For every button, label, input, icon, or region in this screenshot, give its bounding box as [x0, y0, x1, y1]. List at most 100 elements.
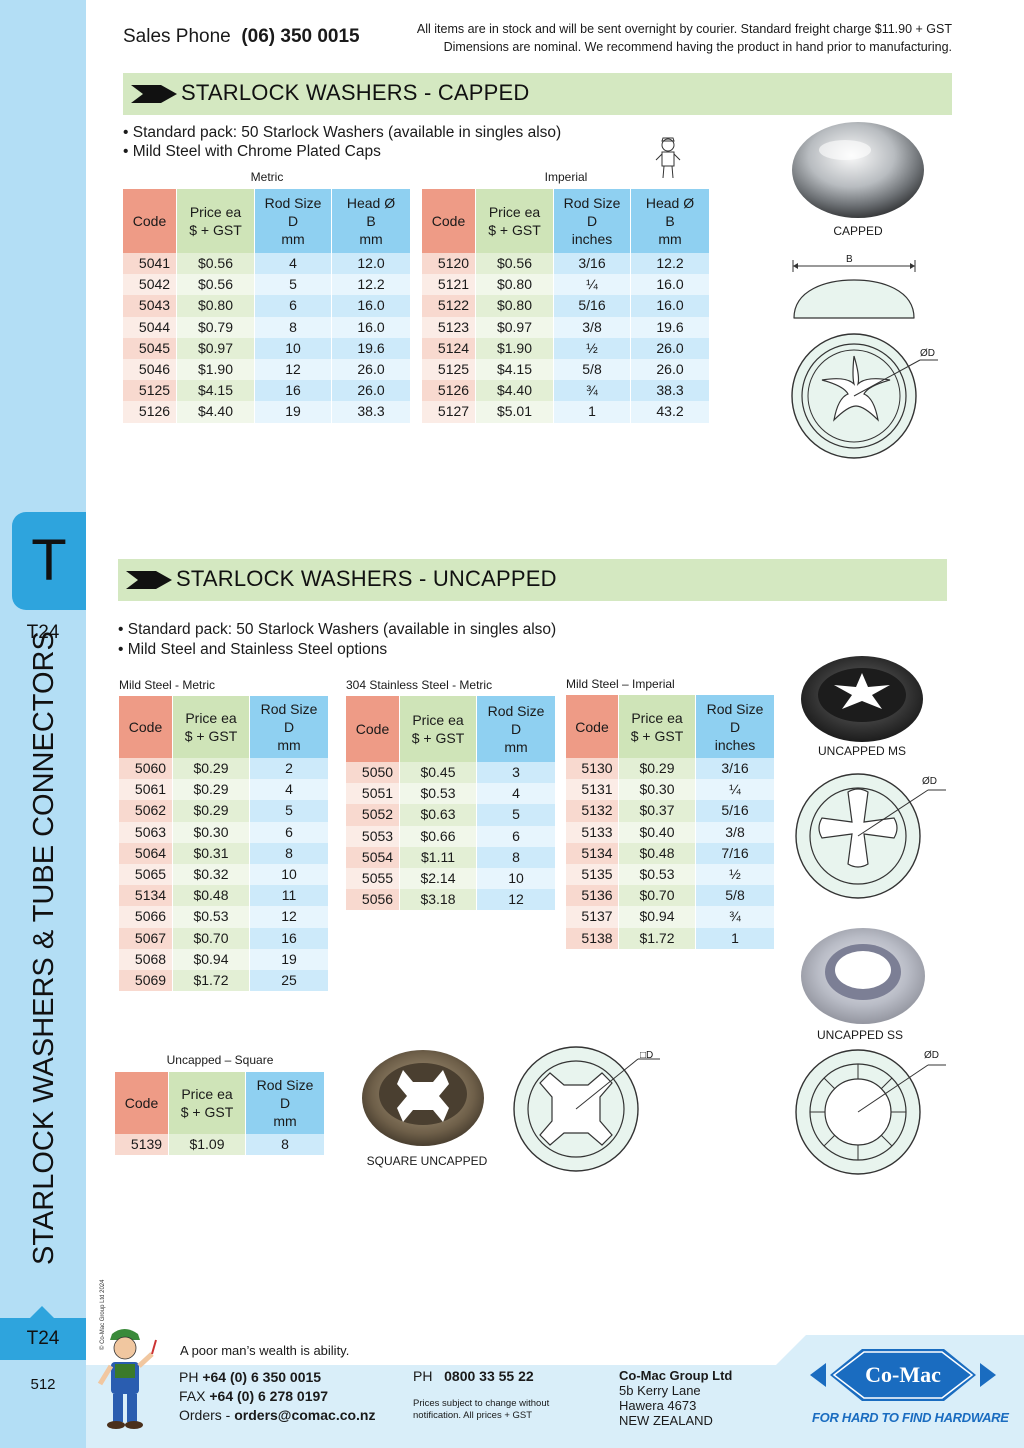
footer-freephone-number[interactable]: 0800 33 55 22 [444, 1368, 534, 1384]
table-cell: 43.2 [631, 401, 710, 423]
uncapped-ms-photo [800, 653, 924, 743]
footer-fax-label: FAX [179, 1388, 206, 1404]
table-cell: 3 [477, 762, 556, 784]
uncapped-ss-photo [800, 926, 926, 1026]
table-cell: 5061 [119, 779, 173, 801]
uncapped-ss-diagram [792, 1043, 946, 1177]
table-row: 5052 $0.63 5 [346, 804, 556, 826]
table-cell: $4.15 [177, 380, 255, 402]
table-cell: $0.45 [400, 762, 477, 784]
table-cell: 8 [246, 1134, 325, 1156]
table-row: 5054 $1.11 8 [346, 846, 556, 868]
table-cell: 12 [255, 358, 332, 381]
table-cell: $4.15 [476, 358, 554, 381]
table-cell: 16.0 [332, 316, 411, 338]
sidebar [0, 0, 86, 1448]
table-cell: $0.53 [173, 906, 250, 928]
table-cell: ½ [554, 337, 631, 359]
capped-washer-photo [790, 118, 926, 222]
table-cell: $1.90 [177, 358, 255, 381]
table-cell: 12 [477, 889, 556, 911]
table-cell: 5050 [346, 762, 400, 784]
table-cell: 5126 [123, 401, 177, 423]
column-header: Price ea $ + GST [173, 696, 250, 758]
arrow-icon [131, 85, 177, 103]
table-cell: 5125 [123, 380, 177, 402]
capped-bullet-1: • Standard pack: 50 Starlock Washers (av… [123, 124, 562, 141]
square-uncapped-caption: SQUARE UNCAPPED [366, 1154, 488, 1168]
table-cell: 5125 [422, 358, 476, 381]
table-cell: 11 [250, 885, 329, 907]
footer-small-print: Prices subject to change without notific… [413, 1398, 550, 1421]
table-cell: 8 [250, 842, 329, 864]
table-cell: $0.80 [177, 295, 255, 317]
table-cell: $0.29 [619, 758, 696, 780]
table-cell: 5 [477, 804, 556, 826]
comac-logo[interactable]: Co-Mac [810, 1345, 996, 1405]
table-cell: 3/16 [554, 253, 631, 275]
table-cell: $4.40 [177, 401, 255, 423]
sales-phone-label: Sales Phone [123, 26, 231, 47]
table-row: 5061 $0.29 4 [119, 779, 329, 801]
table-cell: 5068 [119, 948, 173, 970]
table-cell: $0.97 [476, 316, 554, 338]
table-cell: $0.56 [177, 274, 255, 296]
table-row: 5043 $0.80 6 16.0 [123, 295, 411, 317]
table-row: 5132 $0.37 5/16 [566, 800, 775, 822]
table-cell: 5055 [346, 867, 400, 890]
table-cell: 5066 [119, 906, 173, 928]
dimension-label-d: ØD [920, 348, 935, 359]
column-header: Price ea $ + GST [619, 695, 696, 758]
uncapped-bullets: • Standard pack: 50 Starlock Washers (av… [118, 620, 556, 660]
table-cell: $4.40 [476, 380, 554, 402]
mascot-icon [94, 1326, 160, 1430]
table-row: 5046 $1.90 12 26.0 [123, 358, 411, 381]
table-cell: 5135 [566, 863, 619, 886]
footer-phone[interactable]: +64 (0) 6 350 0015 [202, 1369, 322, 1385]
table-cell: 7/16 [696, 842, 775, 864]
dimension-label-square: □D [640, 1050, 654, 1061]
table-cell: $0.66 [400, 825, 477, 847]
table-cell: 4 [255, 253, 332, 275]
table-cell: $0.37 [619, 800, 696, 822]
table-row: 5137 $0.94 ¾ [566, 906, 775, 928]
table-cell: 26.0 [332, 380, 411, 402]
table-cell: 5 [250, 800, 329, 822]
footer-contact: PH +64 (0) 6 350 0015 FAX +64 (0) 6 278 … [179, 1368, 376, 1425]
footer [86, 1335, 1024, 1448]
table-row: 5062 $0.29 5 [119, 800, 329, 822]
table-cell: $0.70 [173, 927, 250, 949]
capped-imperial-caption: Imperial [544, 170, 588, 184]
table-cell: 16.0 [631, 295, 710, 317]
table-row: 5069 $1.72 25 [119, 969, 329, 992]
column-header: Price ea $ + GST [400, 696, 477, 762]
table-row: 5126 $4.40 19 38.3 [123, 401, 411, 423]
footer-orders-email[interactable]: orders@comac.co.nz [234, 1407, 376, 1423]
table-cell: 12.2 [332, 274, 411, 296]
table-row: 5045 $0.97 10 19.6 [123, 337, 411, 359]
footer-tagline: FOR HARD TO FIND HARDWARE [812, 1410, 1009, 1425]
section-tab-letter: T [12, 512, 86, 610]
table-cell: $0.56 [476, 253, 554, 275]
header-note: All items are in stock and will be sent … [380, 20, 952, 56]
column-header: Code [346, 696, 400, 762]
column-header: Code [123, 189, 177, 253]
table-cell: 5069 [119, 969, 173, 992]
bottom-tab [0, 1306, 86, 1360]
table-cell: $0.48 [173, 885, 250, 907]
table-cell: 5126 [422, 380, 476, 402]
table-cell: 4 [477, 783, 556, 805]
table-cell: 10 [250, 863, 329, 886]
footer-ph2-label: PH [413, 1368, 433, 1384]
uncapped-bullet-2: • Mild Steel and Stainless Steel options [118, 641, 388, 658]
table-row: 5060 $0.29 2 [119, 758, 329, 780]
table-cell: 16.0 [332, 295, 411, 317]
table-cell: 5042 [123, 274, 177, 296]
table-cell: 5056 [346, 889, 400, 911]
